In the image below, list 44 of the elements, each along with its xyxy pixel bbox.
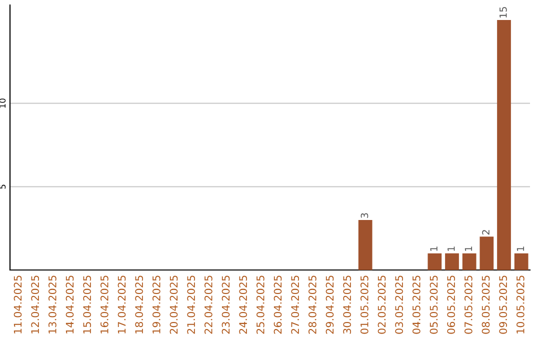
x-tick-label: 12.04.2025 [31,276,40,334]
x-tick-label: 19.04.2025 [152,276,160,334]
data-label: 3 [360,213,368,218]
x-tick-label: 16.04.2025 [100,276,108,334]
x-tick-label: 11.04.2025 [14,276,22,334]
x-tick-label: 22.04.2025 [204,276,212,334]
x-tick-label: 01.05.2025 [360,276,368,334]
x-tick-label: 25.04.2025 [256,276,264,334]
x-tick-label: 07.05.2025 [464,276,472,334]
data-label: 1 [516,246,524,251]
x-tick-label: 27.04.2025 [291,276,300,334]
x-tick-label: 08.05.2025 [482,276,490,334]
x-tick-label: 20.04.2025 [170,276,178,334]
x-tick-label: 28.04.2025 [308,276,316,334]
data-label: 15 [500,7,507,18]
x-tick-label: 21.04.2025 [187,276,196,334]
x-tick-label: 05.05.2025 [430,276,438,334]
x-tick-label: 26.04.2025 [274,276,282,334]
x-tick-label: 15.04.2025 [83,276,92,334]
bar [428,253,442,270]
data-label: 1 [430,246,438,251]
x-tick-label: 18.04.2025 [135,276,144,334]
x-tick-label: 06.05.2025 [447,276,456,334]
x-tick-label: 13.04.2025 [48,276,56,334]
bar [358,220,372,270]
bar [462,253,476,270]
bar [514,253,528,270]
data-label: 2 [482,230,490,235]
bar [480,236,494,270]
x-tick-label: 09.05.2025 [499,276,508,334]
x-tick-label: 02.05.2025 [378,276,386,334]
x-tick-label: 17.04.2025 [118,276,126,334]
bar [445,253,459,270]
x-tick-label: 29.04.2025 [326,276,334,334]
data-label: 1 [448,246,455,251]
x-tick-label: 30.04.2025 [343,276,352,334]
x-tick-label: 23.04.2025 [222,276,230,334]
x-tick-label: 14.04.2025 [66,276,74,334]
x-tick-label: 24.04.2025 [239,276,248,334]
bar [497,20,511,270]
x-tick-label: 04.05.2025 [412,276,420,334]
data-label: 1 [464,246,472,251]
x-tick-label: 03.05.2025 [395,276,404,334]
x-tick-label: 10.05.2025 [516,276,524,334]
